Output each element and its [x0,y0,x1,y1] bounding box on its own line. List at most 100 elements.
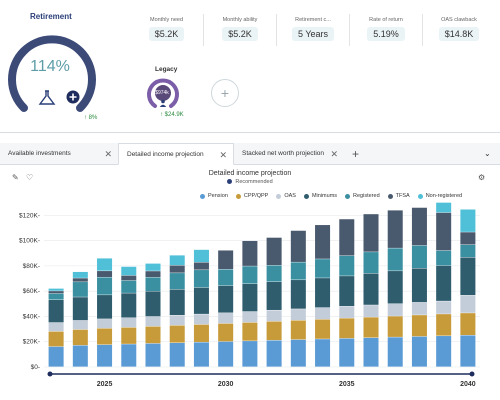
legend-item[interactable]: CPP/QPP [235,193,268,199]
bar-segment [121,275,137,281]
legend-item[interactable]: OAS [276,193,296,199]
legacy-person-icon [159,99,167,107]
bar-segment [242,266,258,284]
bar-segment [169,325,185,343]
bar-segment [218,323,234,342]
bar-segment [411,302,427,315]
retirement-gauge [8,35,96,112]
tab-stacked-net-worth-projection[interactable]: Stacked net worth projection ✕ [234,143,344,165]
bar-segment [436,202,452,213]
bar-segment [460,232,476,245]
bar-segment [460,244,476,258]
edit-icon[interactable]: ✎ [12,173,19,182]
x-tick-label: 2040 [460,381,476,388]
bar-segment [411,336,427,367]
bar-segment [436,212,452,251]
bar-segment [266,310,282,322]
bar-segment [48,331,64,347]
bar-segment [242,283,258,312]
bar-segment [97,295,113,319]
bar-segment [339,219,355,256]
projection-panel: Available investments ✕ Detailed income … [0,132,500,400]
add-goal-icon[interactable] [66,90,80,104]
bar-segment [145,277,161,292]
timeline-end-handle [469,371,475,377]
bar-segment [169,315,185,326]
bar-segment [145,263,161,271]
bar-segment [72,329,88,346]
x-tick-label: 2025 [97,381,113,388]
bar-segment [460,257,476,296]
bar-segment [266,237,282,266]
bar-segment [72,345,88,367]
legend-item[interactable]: Registered [345,193,380,199]
bar-segment [242,322,258,341]
close-icon[interactable]: ✕ [219,150,227,160]
retirement-percent: 114% [30,58,70,75]
legend-item[interactable]: Pension [200,193,228,199]
legend-swatch [200,193,205,199]
bar-segment [387,271,403,304]
metric-oas-clawback: OAS clawback $14.8K [422,14,495,46]
bar-segment [387,210,403,248]
settings-icon[interactable]: ⚙ [478,173,486,182]
bar-segment [218,285,234,313]
bar-segment [387,303,403,316]
add-goal-button[interactable]: + [211,79,239,107]
bar-segment [290,339,306,367]
arrow-up-icon: ↑ [84,115,87,121]
metric-retirement-coverage: Retirement c... 5 Years [276,14,349,46]
bar-segment [436,336,452,367]
bar-segment [266,281,282,310]
tab-detailed-income-projection[interactable]: Detailed income projection ✕ [118,143,234,165]
legend-label: TFSA [395,193,410,199]
bar-segment [315,225,331,259]
chart-subtitle: Recommended [0,179,500,185]
close-icon[interactable]: ✕ [330,149,338,159]
bar-segment [72,271,88,278]
bar-segment [339,338,355,367]
bar-segment [72,278,88,282]
bar-segment [290,320,306,340]
bar-segment [169,255,185,266]
bar-segment [387,337,403,367]
bar-segment [97,271,113,277]
legend-item[interactable]: Non-registered [417,193,462,199]
retirement-change: ↑ 8% [84,115,98,121]
bar-segment [121,266,137,276]
bar-segment [193,314,209,325]
add-tab-icon[interactable]: + [352,147,360,161]
legend-label: Registered [353,193,380,199]
bar-segment [363,317,379,338]
bar-segment [169,273,185,290]
retirement-title: Retirement [30,12,72,21]
bar-segment [315,307,331,320]
bar-segment [193,262,209,270]
chevron-down-icon[interactable]: ⌄ [484,149,491,158]
bar-segment [48,293,64,300]
income-projection-chart: $0- $20K- $40K- $60K- $80K- $100K- $120K- 2025 2… [19,202,480,388]
bar-segment [315,278,331,308]
legend-item[interactable]: TFSA [387,193,410,199]
y-tick-label: $40K- [23,313,40,320]
chart-title: Detailed income projection [208,170,292,177]
bar-segment [315,319,331,339]
y-tick-label: $0- [31,364,40,371]
bar-segment [290,262,306,280]
bar-segment [145,316,161,327]
bar-segment [97,319,113,329]
bar-segment [218,313,234,324]
legend-item[interactable]: Minimums [303,193,337,199]
heart-icon[interactable]: ♡ [26,173,34,182]
bar-segment [193,287,209,314]
legend-swatch [276,193,282,199]
bar-segment [339,255,355,276]
tab-available-investments[interactable]: Available investments ✕ [0,143,118,165]
bar-segment [266,321,282,341]
close-icon[interactable]: ✕ [104,149,112,159]
bar-segment [97,277,113,295]
bar-segment [411,207,427,246]
bar-segment [193,270,209,288]
bar-segment [460,295,476,313]
bar-segment [121,327,137,344]
